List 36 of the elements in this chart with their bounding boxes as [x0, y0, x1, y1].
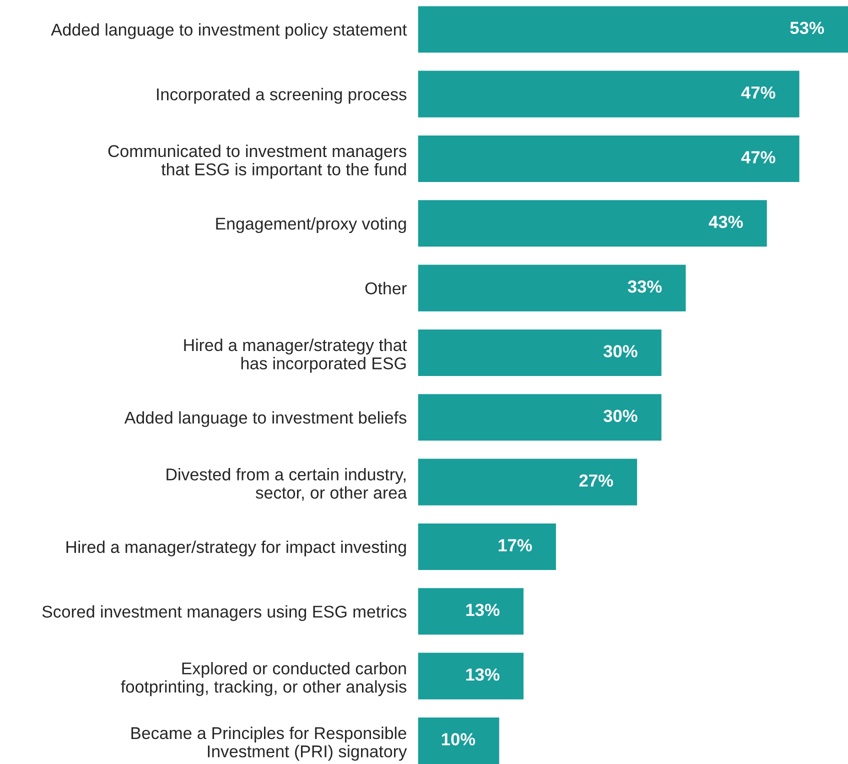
bar — [418, 588, 524, 635]
bar — [418, 6, 848, 53]
y-tick-label: Engagement/proxy voting — [216, 217, 406, 234]
bar — [418, 394, 662, 441]
y-tick-label: Hired a manager/strategy for impact investing — [66, 540, 406, 556]
y-tick-label: Added language to investment policy statement — [50, 23, 407, 40]
data-label: 30% — [603, 410, 638, 422]
y-tick-label: Incorporated a screening process — [157, 88, 406, 104]
bar — [418, 329, 662, 376]
data-label: 53% — [790, 22, 824, 34]
bar — [418, 200, 767, 247]
bar — [418, 264, 686, 312]
bar — [418, 523, 556, 570]
data-label: 13% — [466, 604, 500, 616]
data-label: 13% — [466, 668, 500, 681]
bar — [418, 70, 800, 118]
bar — [418, 458, 638, 506]
y-tick-label: Added language to investment beliefs — [124, 411, 406, 428]
y-tick-label: Divested from a certain industry, sector, or other area — [166, 468, 407, 501]
data-label: 10% — [442, 733, 476, 746]
y-tick-label: Hired a manager/strategy that has incorporated ESG — [184, 338, 407, 373]
data-label: 47% — [741, 86, 776, 99]
data-label: 47% — [741, 151, 776, 164]
data-label: 17% — [498, 539, 532, 552]
y-tick-label: Became a Principles for Responsible Investment (PRI) signatory — [131, 726, 407, 761]
data-label: 33% — [628, 280, 662, 293]
y-tick-label: Communicated to investment managers that ESG is important to the fund — [108, 144, 406, 179]
bar — [418, 652, 524, 700]
bar — [418, 135, 800, 182]
y-tick-label: Explored or conducted carbon footprinting, tracking, or other analysis — [120, 662, 406, 696]
bar — [418, 717, 500, 764]
data-label: 30% — [603, 345, 638, 358]
data-label: 27% — [579, 474, 614, 487]
data-label: 43% — [708, 216, 743, 228]
y-tick-label: Other — [365, 282, 407, 294]
y-tick-label: Scored investment managers using ESG metrics — [42, 605, 406, 622]
